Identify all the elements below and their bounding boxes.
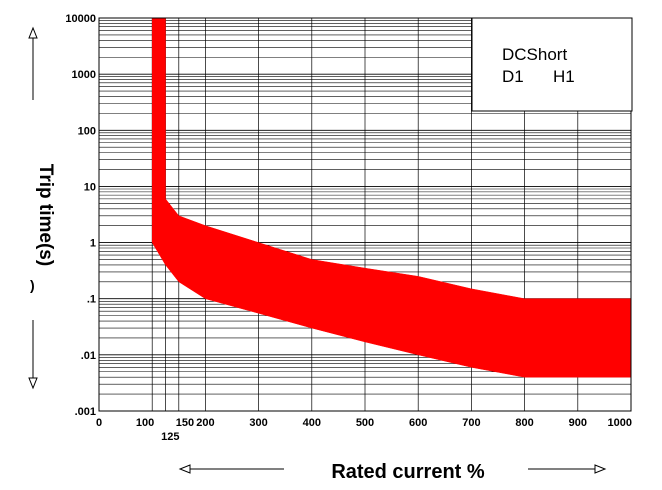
plot-frame [98,17,632,412]
y-tick-label: 1 [90,238,96,250]
legend-box [471,17,633,112]
x-tick-label: 700 [462,417,480,429]
x-tick-label: 150 [176,417,194,429]
x-tick-label: 900 [569,417,587,429]
x-tick-label: 125 [161,431,179,443]
y-tick-label: 10 [84,181,96,193]
left-arrow-icon [178,464,284,474]
x-tick-label: 300 [249,417,267,429]
x-tick-label: 600 [409,417,427,429]
x-axis-title: Rated current % [331,461,485,483]
down-arrow-icon [28,320,38,390]
y-axis-title-stray-mark: ) [30,277,35,293]
legend-line-1: DCShort [502,45,567,64]
y-tick-labels: .001 .01 .1 1 10 100 1000 10000 [65,13,96,418]
y-tick-label: .01 [81,350,96,362]
y-tick-label: .001 [75,406,96,418]
right-arrow-icon [528,464,607,474]
x-tick-label: 0 [96,417,102,429]
x-tick-label: 100 [136,417,154,429]
y-tick-label: 100 [78,125,96,137]
x-tick-label: 200 [196,417,214,429]
x-tick-label: 1000 [608,417,632,429]
x-tick-label: 500 [356,417,374,429]
y-tick-label: 10000 [65,13,96,25]
trip-band-layer [151,17,632,378]
y-tick-label: 1000 [72,69,96,81]
y-axis-title: Trip time(s) [35,164,56,266]
trip-band-area [151,17,632,378]
legend-line-2-right: H1 [553,67,575,86]
legend-line-2-left: D1 [502,67,524,86]
legend: DCShort D1 H1 [471,17,633,112]
up-arrow-icon [28,26,38,100]
x-axis-title-group: Rated current % [178,461,607,483]
y-axis-title-group: Trip time(s) ) [28,26,56,390]
x-tick-label: 400 [303,417,321,429]
x-tick-labels: 0 100 125 150 200 300 400 500 600 700 800 900 1000 [96,417,632,443]
x-tick-label: 800 [515,417,533,429]
y-tick-label: .1 [87,294,96,306]
